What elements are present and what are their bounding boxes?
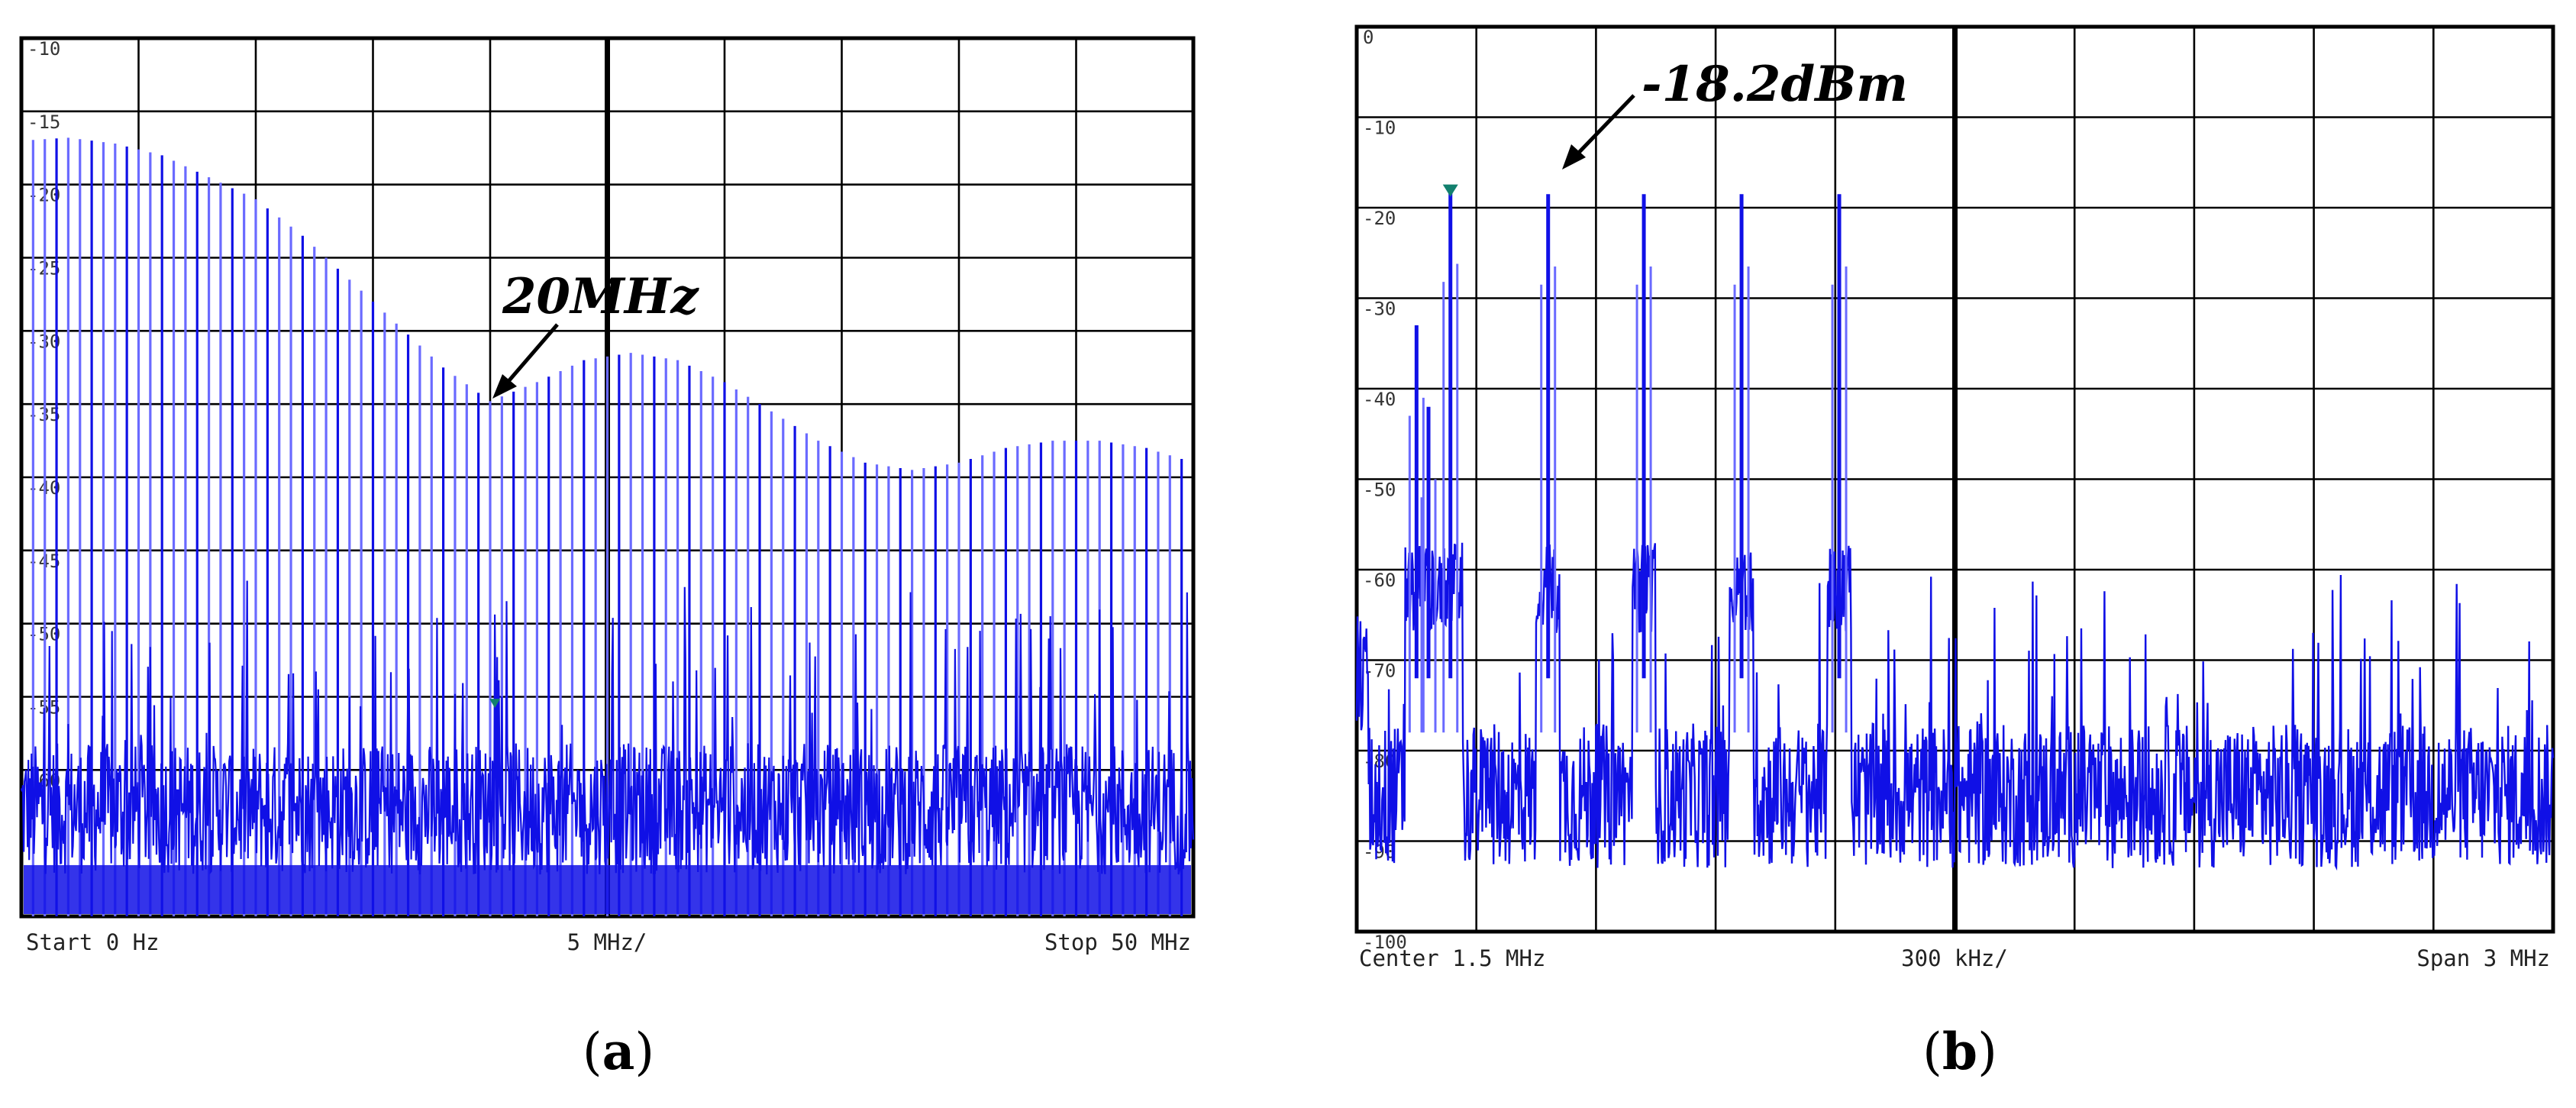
panel-b-y-tick-label: -40	[1363, 389, 1396, 410]
panel-b-y-tick-label: -20	[1363, 208, 1396, 229]
panel-b-annotation-arrowhead	[1562, 144, 1586, 170]
panel-a-y-tick-label: -15	[27, 111, 60, 133]
panel-a-spectrum: -10-15-20-25-30-35-40-45-50-55-60 20MHz …	[19, 36, 1196, 1081]
panel-b-y-tick-label: -100	[1363, 932, 1407, 953]
panel-a-footer-right: Stop 50 MHz	[1044, 929, 1191, 955]
panel-a-caption-letter: a	[602, 1022, 635, 1081]
panel-b-y-tick-label: 0	[1363, 27, 1374, 48]
panel-b-y-tick-label: -50	[1363, 480, 1396, 501]
panel-b-caption: (b)	[1922, 1022, 1997, 1081]
panel-a-annotation: 20MHz	[502, 268, 699, 325]
panel-b-caption-letter: b	[1942, 1022, 1977, 1081]
panel-b-y-tick-label: -90	[1363, 841, 1396, 863]
panel-a-footer-center: 5 MHz/	[567, 929, 647, 955]
panel-b-peak-lines	[1408, 191, 1848, 733]
panel-a-y-tick-label: -10	[27, 38, 60, 60]
panel-b-annotation: -18.2dBm	[1641, 56, 1908, 113]
panel-b-y-tick-label: -10	[1363, 118, 1396, 139]
panel-b-annotation-arrow	[1570, 94, 1635, 162]
panel-b-footer-center: 300 kHz/	[1901, 945, 2008, 971]
panel-a-noise-band	[24, 864, 1191, 914]
panel-a-annotation-arrow	[499, 323, 559, 392]
panel-b-footer-right: Span 3 MHz	[2416, 945, 2550, 971]
panel-b-footer-left: Center 1.5 MHz	[1359, 945, 1545, 971]
panel-a-annotation-arrowhead	[492, 374, 517, 399]
panel-b-y-tick-label: -60	[1363, 570, 1396, 591]
panel-a-footer-left: Start 0 Hz	[26, 929, 160, 955]
panel-b-spectrum: 0-10-20-30-40-50-60-70-80-90-100 -18.2dB…	[1354, 24, 2555, 1081]
panel-a-noise-floor	[20, 580, 1195, 875]
panel-b-y-tick-label: -30	[1363, 299, 1396, 320]
panel-a-caption: (a)	[583, 1022, 654, 1081]
panel-a-marker	[489, 699, 501, 709]
panel-b-marker	[1442, 184, 1458, 197]
